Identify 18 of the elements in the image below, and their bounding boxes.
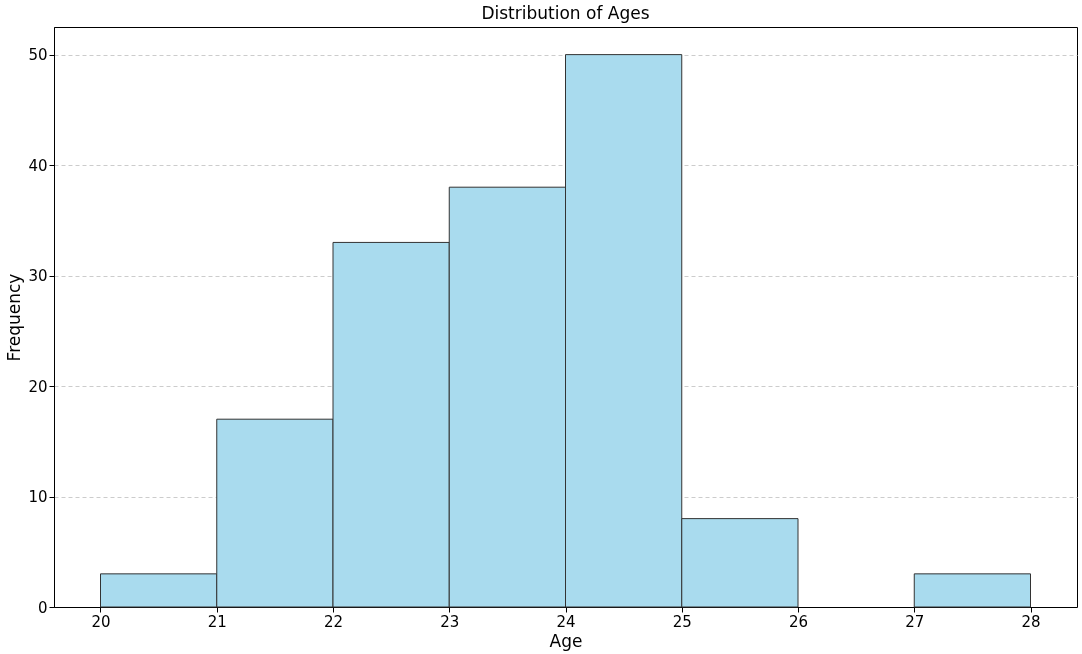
x-tick-label: 24 [556,612,576,631]
x-tick-label: 26 [788,612,809,631]
y-tick-label: 0 [37,598,48,617]
y-tick-label: 10 [28,488,48,507]
chart-title: Distribution of Ages [481,3,650,23]
x-tick-label: 25 [672,612,692,631]
y-tick-label: 50 [28,46,48,65]
x-tick-label: 22 [323,612,344,631]
x-axis-title: Age [549,630,583,651]
x-tick-label: 21 [207,612,227,631]
y-tick-label: 20 [28,377,48,396]
y-tick-label: 30 [28,267,48,286]
x-tick-label: 28 [1021,612,1041,631]
x-tick-label: 20 [91,612,111,631]
x-tick-label: 27 [905,612,925,631]
y-axis-title: Frequency [4,273,25,362]
y-tick-label: 40 [28,156,48,175]
x-tick-label: 23 [440,612,460,631]
